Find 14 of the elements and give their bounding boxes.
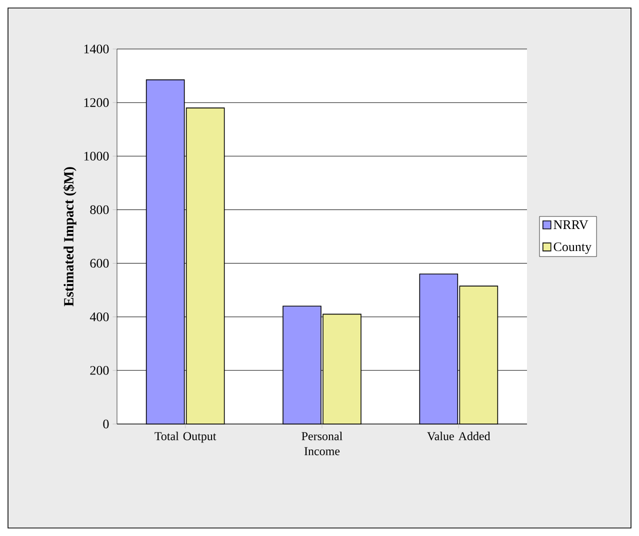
y-tick-label: 0 [103, 420, 109, 428]
y-tick-label: 800 [90, 205, 109, 214]
y-axis-title: Estimated Impact ($M) [63, 167, 76, 306]
x-tick-label: Value Added [427, 432, 490, 440]
y-tick-label: 1400 [84, 44, 109, 54]
legend-label: County [554, 242, 592, 254]
y-tick-label: 400 [90, 312, 109, 322]
y-tick-label: 1200 [84, 98, 109, 107]
y-tick-label: 200 [90, 366, 109, 375]
x-tick-label: Total Output [154, 432, 216, 443]
y-tick-label: 1000 [84, 152, 109, 161]
x-tick-label: Personal Income [302, 432, 342, 456]
legend-label: NRRV [554, 220, 588, 230]
y-tick-label: 600 [90, 258, 109, 268]
